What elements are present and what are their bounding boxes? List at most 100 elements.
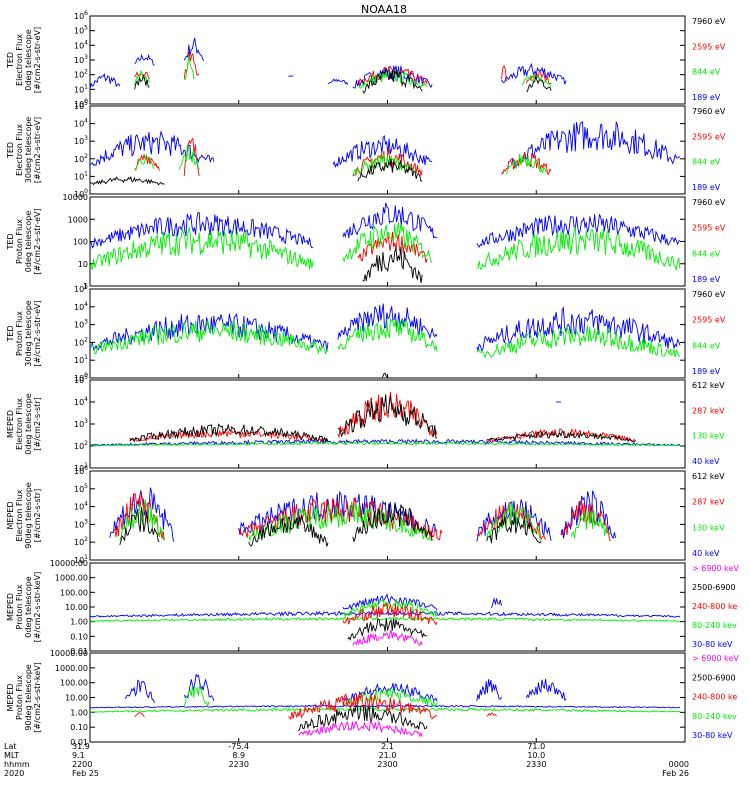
legend-entry: 189 eV: [692, 367, 721, 376]
series-black: [129, 394, 636, 443]
panel-4: 100 101 102 103 104 105 TEDProton Flux30deg te…: [6, 283, 726, 383]
series-trace: [119, 507, 160, 546]
x-row-label: Lat: [4, 742, 17, 751]
series-trace: [352, 65, 433, 89]
y-tick-label: 105: [74, 283, 88, 294]
series-blue: [89, 401, 681, 447]
x-tick-label: -75.4: [228, 742, 249, 751]
series-trace: [288, 693, 438, 721]
series-trace: [357, 159, 423, 182]
y-tick-label: 1000: [68, 215, 88, 224]
y-axis-label: MEPEDElectron Flux0deg telescope[#/cm2-s…: [6, 393, 42, 454]
series-trace: [178, 144, 200, 170]
y-axis-label: MEPEDProton Flux90deg telescope[#/cm2-s-…: [6, 662, 42, 733]
panel-6: 101 102 103 104 105 106 MEPEDElectron Flux90de…: [6, 465, 725, 565]
series-trace: [486, 712, 497, 717]
y-tick-label: 103: [74, 518, 88, 529]
series-trace: [486, 513, 542, 544]
series-magenta: [352, 629, 423, 647]
legend-entry: 612 keV: [692, 472, 725, 481]
series-trace: [89, 616, 681, 623]
series-trace: [184, 56, 195, 81]
x-tick-label: Feb 26: [662, 769, 689, 778]
panel-frame: [89, 379, 686, 469]
series-trace: [134, 154, 160, 172]
y-tick-label: 101: [74, 83, 88, 94]
series-red: [114, 492, 611, 542]
legend-entry: > 6900 keV: [692, 654, 739, 663]
y-axis-label: TEDProton Flux0deg telescope[#/cm2-s-str…: [6, 208, 42, 274]
series-trace: [134, 53, 155, 66]
legend-entry: 240-800 ke: [692, 602, 737, 611]
y-tick-label: 106: [74, 10, 88, 21]
y-tick-label: 102: [74, 153, 88, 164]
x-tick-label: 2330: [526, 760, 546, 769]
x-tick-label: Feb 25: [72, 769, 99, 778]
series-trace: [337, 394, 438, 439]
legend-entry: 844 eV: [692, 158, 721, 167]
series-trace: [89, 320, 329, 355]
legend-entry: 2595 eV: [692, 132, 726, 141]
series-trace: [124, 679, 155, 703]
series-trace: [248, 503, 433, 542]
y-tick-label: 105: [74, 25, 88, 36]
legend-entry: 7960 eV: [692, 17, 726, 26]
y-tick-label: 103: [74, 54, 88, 65]
series-trace: [525, 678, 567, 702]
y-tick-label: 10000.00: [50, 649, 88, 658]
legend-entry: 80-240 kev: [692, 621, 737, 630]
panel-8: 0.01 0.10 1.00 10.00 100.00 1000.00 10000.00 ME…: [6, 649, 739, 747]
y-tick-label: 1.00: [70, 708, 88, 717]
legend-entry: 130 keV: [692, 432, 725, 441]
series-black: [297, 705, 428, 732]
series-trace: [362, 67, 423, 94]
y-tick-label: 100.00: [60, 588, 88, 597]
panel-1: 100 101 102 103 104 105 106 TEDElectron Flux0de…: [6, 10, 726, 109]
series-trace: [183, 37, 205, 61]
series-green: [89, 441, 681, 447]
series-trace: [476, 213, 681, 248]
x-tick-label: 31.9: [72, 742, 90, 751]
series-trace: [526, 74, 552, 92]
y-tick-label: 1000.00: [55, 574, 88, 583]
series-trace: [134, 74, 150, 90]
legend-entry: 2595 eV: [692, 316, 726, 325]
series-trace: [342, 202, 438, 239]
x-tick-label: 10.0: [527, 751, 545, 760]
y-axis-label: TEDElectron Flux30deg telescope[#/cm2-s-…: [6, 117, 42, 184]
panel-5: 101 102 103 104 105 MEPEDElectron Flux0deg te…: [6, 374, 725, 473]
series-trace: [89, 225, 314, 270]
y-tick-label: 100: [74, 372, 88, 383]
series-green: [89, 222, 681, 271]
y-tick-label: 103: [74, 418, 88, 429]
series-trace: [570, 510, 611, 539]
series-blue: [89, 37, 567, 90]
series-trace: [129, 423, 329, 443]
series-trace: [297, 705, 428, 732]
legend-entry: 844 eV: [692, 249, 721, 258]
y-tick-label: 1: [83, 282, 88, 291]
chart-title: NOAA18: [361, 3, 407, 16]
y-tick-label: 0.10: [70, 723, 88, 732]
series-trace: [486, 430, 636, 443]
y-tick-label: 0.01: [70, 738, 88, 747]
legend-entry: 7960 eV: [692, 198, 726, 207]
series-trace: [89, 175, 165, 186]
series-trace: [501, 64, 507, 82]
legend-entry: 189 eV: [692, 93, 721, 102]
y-axis-label: MEPEDProton Flux0deg telescope[#/cm2-s-s…: [6, 572, 42, 643]
series-trace: [89, 441, 681, 447]
series-trace: [491, 597, 502, 609]
y-tick-label: 105: [74, 374, 88, 385]
series-trace: [342, 593, 438, 611]
y-axis-label: MEPEDElectron Flux90deg telescope[#/cm2-…: [6, 482, 42, 549]
series-red: [342, 602, 438, 626]
series-trace: [476, 306, 681, 353]
y-tick-label: 100.00: [60, 679, 88, 688]
series-trace: [248, 515, 329, 547]
series-blue: [89, 593, 681, 618]
x-tick-label: 2300: [377, 760, 397, 769]
y-tick-label: 100: [74, 98, 88, 109]
series-trace: [362, 246, 423, 283]
